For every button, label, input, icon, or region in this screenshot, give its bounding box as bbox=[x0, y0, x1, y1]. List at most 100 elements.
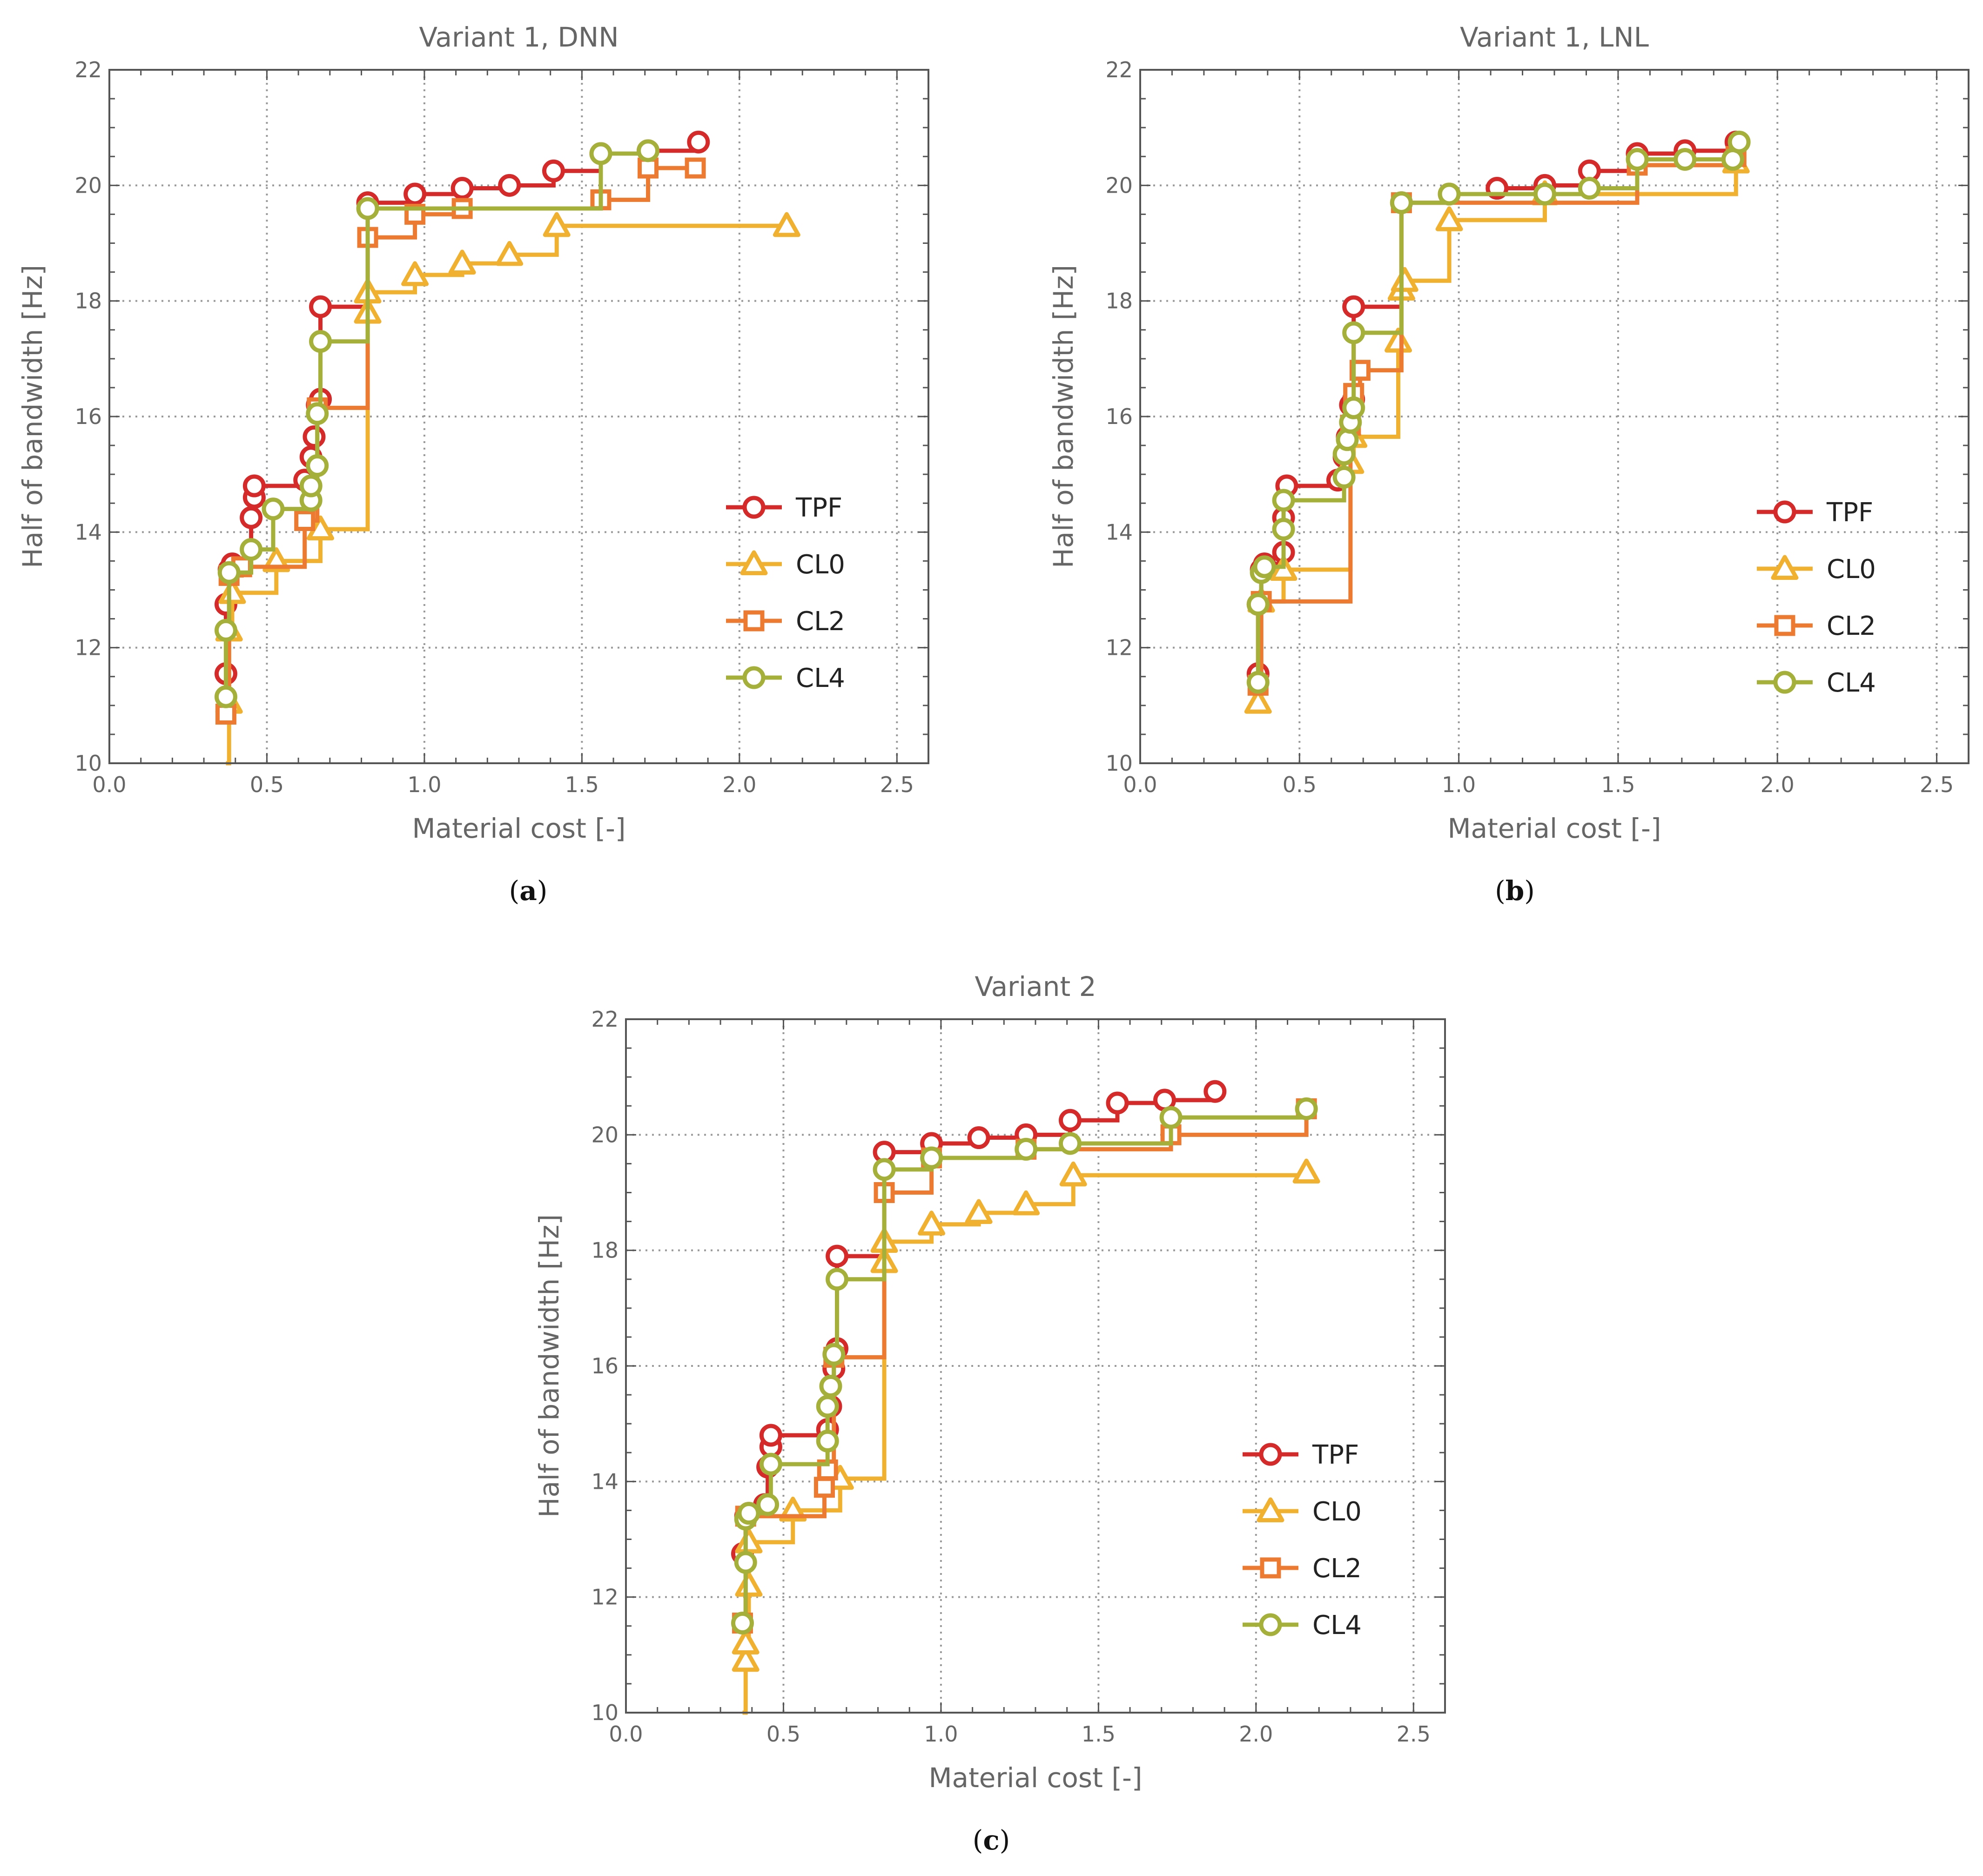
data-point-cl4 bbox=[240, 538, 263, 561]
y-tick-label: 20 bbox=[74, 173, 102, 198]
x-tick-label: 1.0 bbox=[924, 1721, 958, 1747]
legend-item-tpf: TPF bbox=[1757, 498, 1873, 528]
data-point-cl0 bbox=[918, 1210, 946, 1236]
legend-marker bbox=[1259, 1613, 1282, 1636]
series-cl0 bbox=[732, 1158, 1320, 1715]
data-point-cl4 bbox=[731, 1612, 754, 1635]
data-point-cl0 bbox=[732, 1647, 760, 1672]
legend-marker bbox=[1773, 500, 1796, 524]
legend-label: CL2 bbox=[1827, 611, 1876, 641]
y-tick-label: 14 bbox=[74, 519, 102, 545]
legend-label: CL4 bbox=[796, 663, 845, 693]
data-point-cl4 bbox=[1253, 555, 1276, 578]
data-point-tpf bbox=[967, 1126, 990, 1150]
legend-item-tpf: TPF bbox=[726, 493, 842, 523]
series-tpf bbox=[731, 1080, 1227, 1566]
data-point-cl0 bbox=[1391, 267, 1418, 292]
series-line-cl2 bbox=[1258, 156, 1738, 687]
legend-item-cl2: CL2 bbox=[1243, 1553, 1362, 1584]
data-point-cl0 bbox=[543, 212, 571, 237]
legend-label: TPF bbox=[1312, 1440, 1359, 1470]
data-point-cl0 bbox=[401, 261, 429, 286]
x-tick-label: 2.5 bbox=[1397, 1721, 1431, 1747]
y-tick-label: 22 bbox=[74, 57, 102, 82]
chart-panel-a: 0.0 0.5 1.0 1.5 2.0 2.5 10 12 14 16 18 20 22 Variant … bbox=[0, 0, 991, 886]
y-tick-label: 16 bbox=[74, 404, 102, 429]
series-line-cl0 bbox=[1258, 162, 1738, 705]
data-point-tpf bbox=[1106, 1091, 1129, 1115]
data-point-cl4 bbox=[1533, 182, 1556, 206]
data-point-cl4 bbox=[589, 142, 612, 165]
legend-item-cl4: CL4 bbox=[726, 663, 845, 693]
series-cl0 bbox=[1244, 148, 1750, 714]
legend: TPF CL0 CL2 CL4 bbox=[1243, 1440, 1362, 1641]
data-point-cl4 bbox=[1058, 1132, 1082, 1155]
chart-title: Variant 2 bbox=[975, 971, 1096, 1002]
chart-panel-b: 0.0 0.5 1.0 1.5 2.0 2.5 10 12 14 16 18 20 22 Variant … bbox=[1038, 0, 1983, 886]
data-point-cl4 bbox=[309, 330, 332, 353]
data-point-cl4 bbox=[734, 1551, 757, 1574]
data-point-tpf bbox=[1058, 1109, 1082, 1132]
x-tick-label: 2.0 bbox=[722, 772, 756, 797]
x-tick-label: 1.0 bbox=[407, 772, 441, 797]
data-point-cl4 bbox=[217, 561, 241, 584]
data-point-cl0 bbox=[1435, 206, 1463, 231]
data-point-cl0 bbox=[732, 1629, 760, 1654]
chart-c: 0.0 0.5 1.0 1.5 2.0 2.5 10 12 14 16 18 20 22 Variant … bbox=[533, 971, 1446, 1794]
data-point-cl4 bbox=[214, 685, 237, 708]
series-line-cl2 bbox=[226, 166, 696, 716]
x-tick-label: 1.5 bbox=[565, 772, 599, 797]
data-point-cl4 bbox=[759, 1452, 782, 1476]
data-point-cl4 bbox=[1342, 321, 1365, 344]
legend-item-cl0: CL0 bbox=[1243, 1497, 1362, 1527]
data-point-cl0 bbox=[1292, 1158, 1320, 1184]
data-point-cl4 bbox=[873, 1158, 896, 1181]
x-tick-label: 2.5 bbox=[1920, 772, 1954, 797]
data-point-cl2 bbox=[685, 157, 706, 179]
x-tick-label: 0.0 bbox=[609, 1721, 643, 1747]
data-point-cl4 bbox=[1390, 191, 1413, 215]
grid bbox=[1140, 70, 1969, 763]
data-point-cl4 bbox=[1015, 1137, 1038, 1161]
legend-item-cl0: CL0 bbox=[726, 550, 845, 580]
legend-label: CL2 bbox=[796, 606, 845, 637]
legend-label: CL4 bbox=[1827, 668, 1876, 698]
plot-frame bbox=[108, 69, 929, 764]
series-cl2 bbox=[1247, 146, 1747, 696]
caption-a: (a) bbox=[509, 875, 548, 907]
legend-marker bbox=[1260, 1557, 1281, 1579]
y-tick-label: 10 bbox=[74, 751, 102, 776]
data-point-cl0 bbox=[1012, 1190, 1040, 1216]
x-tick-label: 0.0 bbox=[92, 772, 126, 797]
series-cl4 bbox=[214, 139, 660, 708]
data-point-tpf bbox=[403, 182, 427, 206]
grid bbox=[626, 1019, 1445, 1713]
data-point-cl0 bbox=[773, 212, 800, 237]
data-point-cl4 bbox=[737, 1502, 760, 1525]
data-point-cl4 bbox=[920, 1146, 943, 1170]
y-tick-label: 20 bbox=[591, 1122, 618, 1147]
data-point-tpf bbox=[826, 1244, 849, 1268]
legend-marker bbox=[1771, 555, 1799, 580]
y-tick-label: 12 bbox=[74, 635, 102, 660]
legend-marker bbox=[743, 610, 765, 632]
data-point-cl0 bbox=[735, 1528, 763, 1553]
legend-item-cl4: CL4 bbox=[1243, 1610, 1362, 1641]
data-point-tpf bbox=[302, 425, 326, 448]
y-tick-label: 14 bbox=[591, 1469, 618, 1494]
chart-b: 0.0 0.5 1.0 1.5 2.0 2.5 10 12 14 16 18 20 22 Variant … bbox=[1048, 21, 1970, 844]
plot-frame bbox=[1139, 69, 1970, 764]
legend-marker bbox=[1773, 671, 1796, 694]
chart-a: 0.0 0.5 1.0 1.5 2.0 2.5 10 12 14 16 18 20 22 Variant … bbox=[17, 21, 929, 844]
data-point-cl4 bbox=[1159, 1106, 1183, 1129]
y-tick-label: 10 bbox=[591, 1700, 618, 1725]
chart-title: Variant 1, DNN bbox=[419, 21, 618, 53]
data-point-cl0 bbox=[448, 249, 476, 275]
data-point-cl0 bbox=[496, 241, 524, 266]
x-tick-label: 2.5 bbox=[880, 772, 914, 797]
legend-marker bbox=[1259, 1443, 1282, 1466]
x-tick-label: 1.5 bbox=[1601, 772, 1635, 797]
tick-labels: 0.0 0.5 1.0 1.5 2.0 2.5 10 12 14 16 18 20 22 bbox=[591, 1007, 1430, 1747]
legend-label: CL0 bbox=[796, 550, 845, 580]
x-tick-label: 2.0 bbox=[1239, 1721, 1273, 1747]
